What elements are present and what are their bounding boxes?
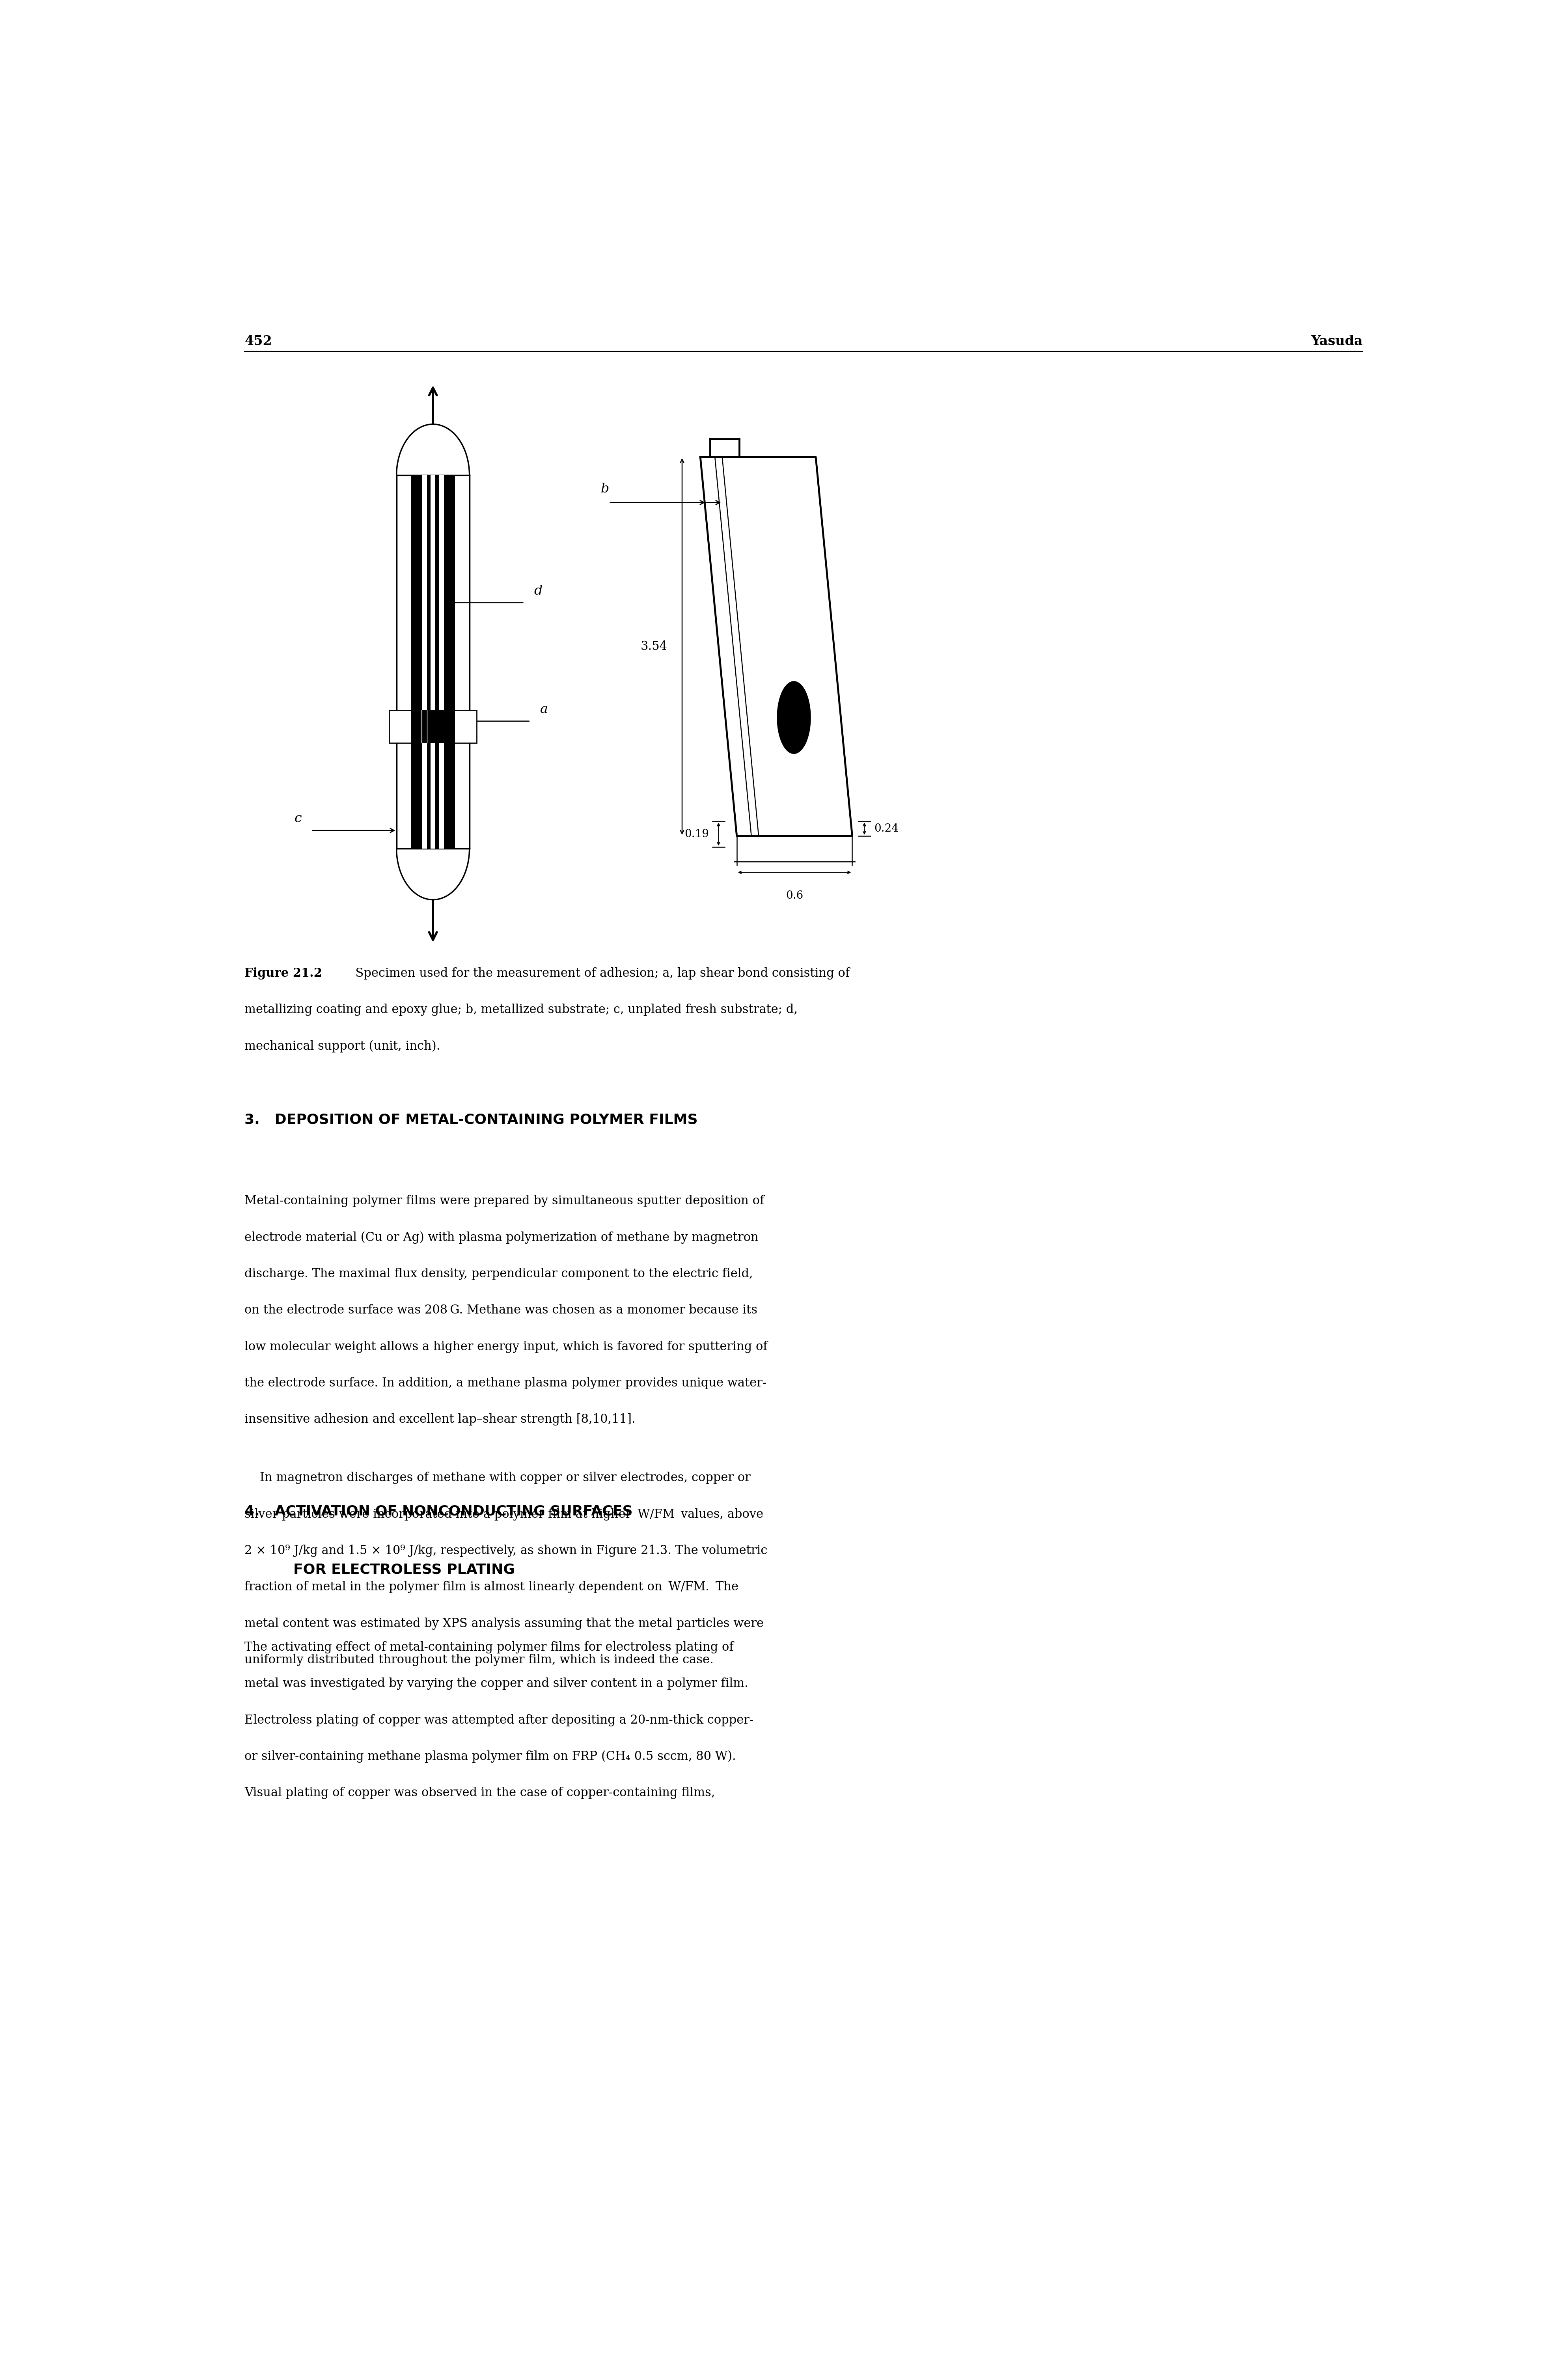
Text: c: c (295, 812, 301, 826)
Text: silver particles were incorporated into a polymer film at higher  W/FM  values, : silver particles were incorporated into … (245, 1507, 764, 1521)
Text: a: a (539, 703, 547, 715)
Text: mechanical support (unit, inch).: mechanical support (unit, inch). (245, 1041, 441, 1053)
Text: metallizing coating and epoxy glue; b, metallized substrate; c, unplated fresh s: metallizing coating and epoxy glue; b, m… (245, 1003, 798, 1015)
Bar (439, 476, 444, 849)
Text: metal content was estimated by XPS analysis assuming that the metal particles we: metal content was estimated by XPS analy… (245, 1618, 764, 1630)
Text: electrode material (Cu or Ag) with plasma polymerization of methane by magnetron: electrode material (Cu or Ag) with plasm… (245, 1230, 759, 1245)
Ellipse shape (776, 681, 811, 755)
Text: Figure 21.2: Figure 21.2 (245, 968, 323, 980)
Text: discharge. The maximal flux density, perpendicular component to the electric fie: discharge. The maximal flux density, per… (245, 1268, 753, 1280)
Text: or silver-containing methane plasma polymer film on FRP (CH₄ 0.5 sccm, 80 W).: or silver-containing methane plasma poly… (245, 1751, 735, 1763)
Text: 0.24: 0.24 (873, 823, 898, 833)
Bar (426, 476, 431, 849)
Text: 3.   DEPOSITION OF METAL-CONTAINING POLYMER FILMS: 3. DEPOSITION OF METAL-CONTAINING POLYME… (245, 1112, 698, 1126)
Text: the electrode surface. In addition, a methane plasma polymer provides unique wat: the electrode surface. In addition, a me… (245, 1377, 767, 1389)
Text: In magnetron discharges of methane with copper or silver electrodes, copper or: In magnetron discharges of methane with … (245, 1472, 751, 1483)
Text: 0.19: 0.19 (684, 828, 709, 840)
Polygon shape (701, 457, 853, 835)
Bar (436, 476, 439, 849)
Text: Specimen used for the measurement of adhesion; a, lap shear bond consisting of: Specimen used for the measurement of adh… (348, 968, 850, 980)
Bar (411, 476, 422, 849)
Bar (389, 710, 477, 743)
Text: metal was investigated by varying the copper and silver content in a polymer fil: metal was investigated by varying the co… (245, 1677, 748, 1689)
Text: 4.   ACTIVATION OF NONCONDUCTING SURFACES: 4. ACTIVATION OF NONCONDUCTING SURFACES (245, 1505, 633, 1519)
Polygon shape (397, 424, 469, 476)
Text: Visual plating of copper was observed in the case of copper-containing films,: Visual plating of copper was observed in… (245, 1786, 715, 1798)
Bar (422, 476, 426, 849)
Text: The activating effect of metal-containing polymer films for electroless plating : The activating effect of metal-containin… (245, 1642, 734, 1654)
Text: on the electrode surface was 208 G. Methane was chosen as a monomer because its: on the electrode surface was 208 G. Meth… (245, 1304, 757, 1315)
Text: 3.54: 3.54 (641, 641, 668, 653)
Text: 0.6: 0.6 (786, 890, 803, 901)
Text: d: d (533, 584, 543, 596)
Text: Electroless plating of copper was attempted after depositing a 20-nm-thick coppe: Electroless plating of copper was attemp… (245, 1713, 754, 1727)
Bar (411, 710, 455, 743)
Text: 452: 452 (245, 336, 273, 348)
Text: low molecular weight allows a higher energy input, which is favored for sputteri: low molecular weight allows a higher ene… (245, 1342, 768, 1353)
Text: Yasuda: Yasuda (1311, 336, 1363, 348)
Text: FOR ELECTROLESS PLATING: FOR ELECTROLESS PLATING (293, 1564, 514, 1576)
Text: uniformly distributed throughout the polymer film, which is indeed the case.: uniformly distributed throughout the pol… (245, 1654, 713, 1666)
Text: Metal-containing polymer films were prepared by simultaneous sputter deposition : Metal-containing polymer films were prep… (245, 1195, 764, 1207)
Text: insensitive adhesion and excellent lap–shear strength [8,10,11].: insensitive adhesion and excellent lap–s… (245, 1413, 635, 1427)
Text: b: b (601, 483, 608, 494)
Bar (431, 476, 436, 849)
Text: 2 × 10⁹ J/kg and 1.5 × 10⁹ J/kg, respectively, as shown in Figure 21.3. The volu: 2 × 10⁹ J/kg and 1.5 × 10⁹ J/kg, respect… (245, 1545, 768, 1557)
Polygon shape (397, 849, 469, 899)
Bar (444, 476, 455, 849)
Text: fraction of metal in the polymer film is almost linearly dependent on  W/FM.  Th: fraction of metal in the polymer film is… (245, 1580, 739, 1592)
